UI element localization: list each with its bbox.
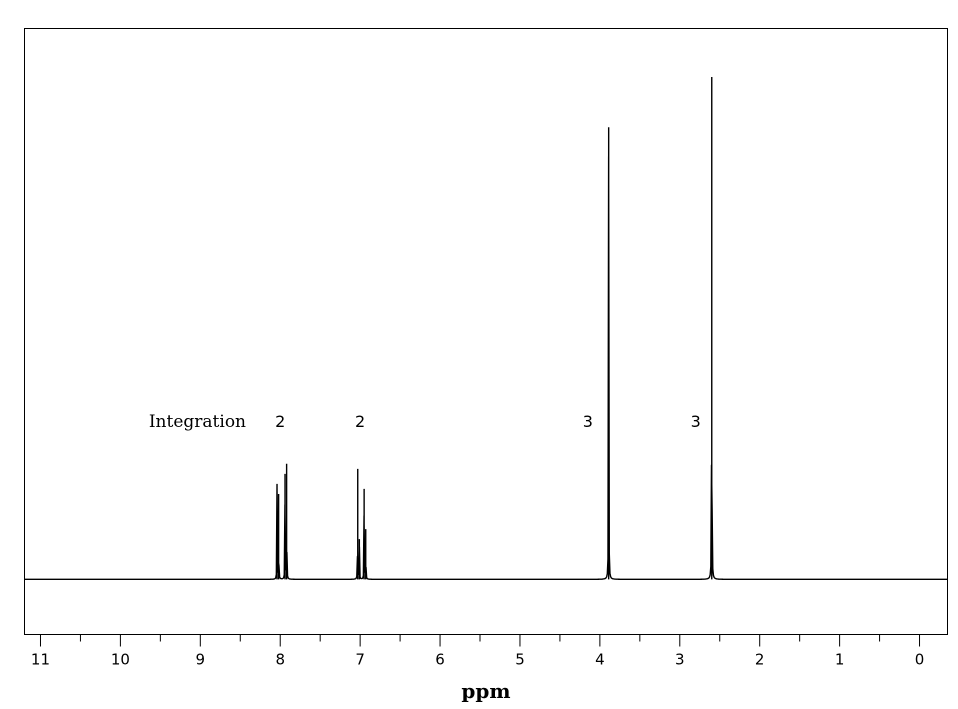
plot-frame (24, 28, 948, 635)
x-axis-ticks (39, 634, 921, 647)
x-tick-label: 11 (31, 651, 50, 669)
integration-value: 2 (275, 412, 285, 431)
x-axis-tick-labels: 11 10 9 8 7 6 5 4 3 2 1 0 (31, 651, 924, 669)
integration-annotations: Integration 2 2 3 3 (149, 412, 701, 432)
integration-value: 2 (355, 412, 365, 431)
integration-label: Integration (149, 412, 246, 432)
x-tick-label: 8 (275, 651, 285, 669)
x-tick-label: 4 (595, 651, 605, 669)
spectrum-trace (24, 77, 948, 581)
x-tick-label: 5 (515, 651, 525, 669)
x-tick-label: 9 (196, 651, 206, 669)
x-axis-title: ppm (461, 679, 510, 703)
x-tick-label: 6 (435, 651, 445, 669)
integration-value: 3 (691, 412, 701, 431)
x-tick-label: 7 (355, 651, 365, 669)
x-tick-label: 1 (835, 651, 845, 669)
x-tick-label: 10 (111, 651, 130, 669)
integration-value: 3 (583, 412, 593, 431)
x-tick-label: 3 (675, 651, 685, 669)
x-tick-label: 2 (755, 651, 765, 669)
x-tick-label: 0 (915, 651, 925, 669)
